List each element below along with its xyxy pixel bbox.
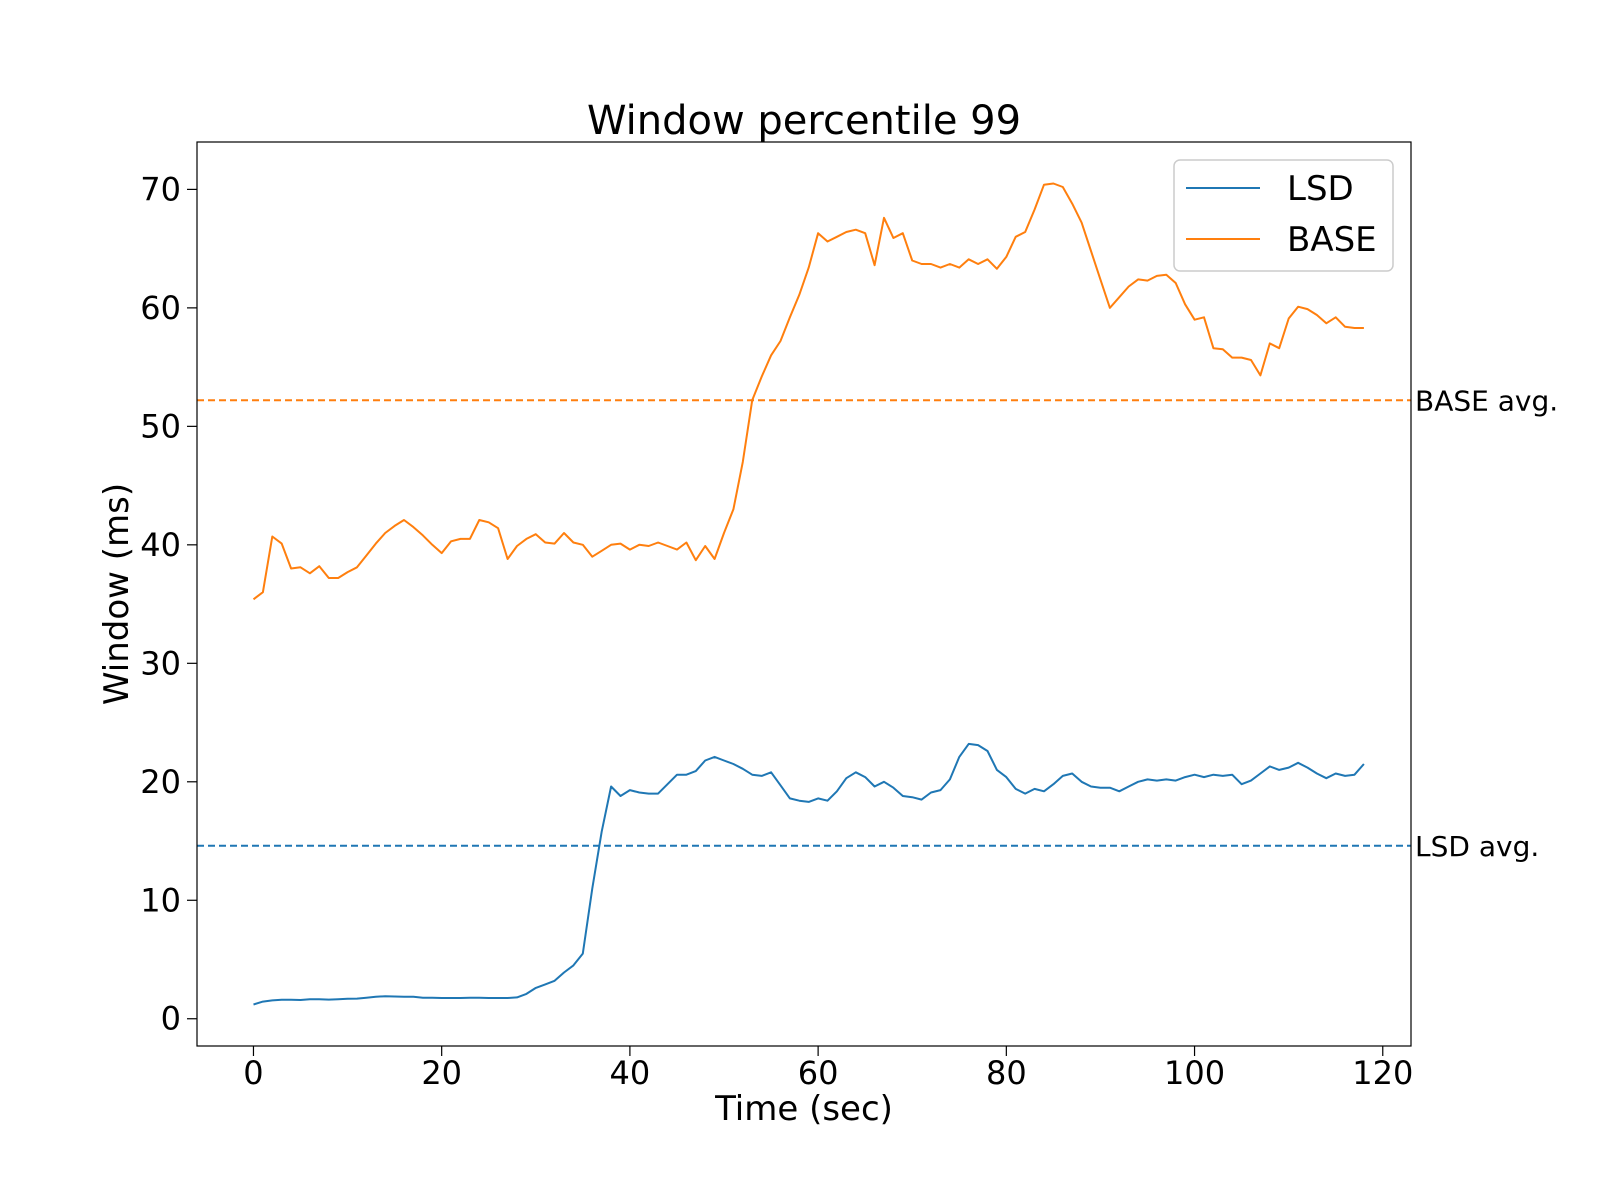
y-tick-label: 40 [140, 526, 181, 564]
x-tick-label: 20 [421, 1054, 462, 1092]
x-tick-label: 0 [243, 1054, 263, 1092]
reference-label-base-avg: BASE avg. [1415, 384, 1558, 417]
x-tick-label: 40 [610, 1054, 651, 1092]
y-tick-label: 60 [140, 289, 181, 327]
chart-title: Window percentile 99 [587, 98, 1021, 144]
y-tick-label: 10 [140, 881, 181, 919]
y-axis-label: Window (ms) [97, 483, 137, 705]
x-axis-label: Time (sec) [714, 1089, 893, 1129]
reference-label-lsd-avg: LSD avg. [1415, 830, 1539, 863]
reference-line-labels: BASE avg. LSD avg. [1415, 384, 1558, 862]
series-layer [252, 182, 1365, 1006]
y-tick-label: 20 [140, 763, 181, 801]
x-tick-label: 100 [1164, 1054, 1225, 1092]
plot-background [197, 142, 1411, 1046]
legend-label-base: BASE [1287, 220, 1377, 260]
y-tick-label: 0 [161, 1000, 181, 1038]
y-tick-label: 30 [140, 644, 181, 682]
x-tick-label: 120 [1352, 1054, 1413, 1092]
x-tick-label: 80 [986, 1054, 1027, 1092]
series-line-lsd [253, 742, 1365, 1006]
x-tick-label: 60 [798, 1054, 839, 1092]
legend-label-lsd: LSD [1287, 169, 1354, 209]
y-tick-label: 70 [140, 170, 181, 208]
y-axis: 0 10 20 30 40 50 60 70 [140, 170, 197, 1038]
plot-area [196, 141, 1412, 1047]
legend: LSD BASE [1173, 159, 1394, 272]
reference-lines [197, 399, 1411, 847]
y-tick-label: 50 [140, 407, 181, 445]
x-axis: 0 20 40 60 80 100 120 [243, 1046, 1413, 1092]
series-line-base [252, 182, 1364, 601]
plot-frame [196, 141, 1412, 1047]
